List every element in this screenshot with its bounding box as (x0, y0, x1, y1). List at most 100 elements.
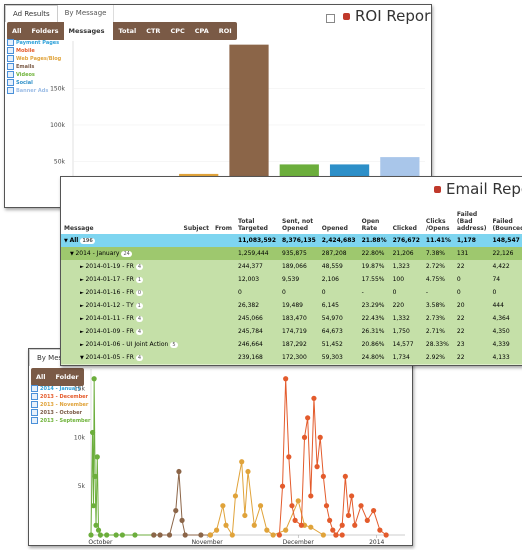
data-point[interactable] (339, 522, 345, 528)
metric-ctr-button[interactable]: CTR (146, 27, 161, 35)
column-header[interactable]: Opened (321, 225, 348, 232)
data-point[interactable] (92, 473, 98, 480)
data-point[interactable] (320, 532, 326, 538)
data-point[interactable] (97, 532, 104, 538)
data-point[interactable] (229, 532, 235, 538)
checkbox-icon[interactable] (31, 385, 38, 392)
data-point[interactable] (166, 532, 173, 538)
data-point[interactable] (182, 532, 188, 538)
column-header[interactable]: Total Targeted (238, 218, 268, 232)
checkbox-icon[interactable] (7, 71, 14, 78)
column-header[interactable]: Clicks /Opens (425, 218, 450, 232)
roi-legend-item[interactable]: Mobile (7, 47, 61, 55)
data-point[interactable] (298, 522, 304, 528)
data-point[interactable] (317, 434, 323, 440)
expand-toggle-icon[interactable]: ► (80, 277, 86, 283)
data-point[interactable] (179, 517, 185, 523)
table-row[interactable]: ► 2014-01-17 - FR 1 12,003 9,539 2,106 17.55%… (61, 273, 522, 286)
data-point[interactable] (308, 493, 314, 499)
filter-all-button[interactable]: All (12, 27, 22, 35)
data-point[interactable] (214, 527, 220, 533)
column-header[interactable]: Sent, not Opened (282, 218, 314, 232)
roi-legend-item[interactable]: Emails (7, 63, 61, 71)
expand-toggle-icon[interactable]: ► (80, 303, 86, 309)
data-point[interactable] (292, 517, 298, 523)
tab-by-message[interactable]: By Message (58, 5, 115, 22)
data-point[interactable] (157, 532, 163, 538)
column-header[interactable]: Message (64, 225, 94, 232)
data-point[interactable] (358, 503, 364, 509)
data-point[interactable] (220, 503, 226, 509)
data-point[interactable] (270, 532, 276, 538)
data-point[interactable] (239, 459, 245, 465)
column-header[interactable]: Failed (Bounced) (492, 218, 522, 232)
data-point[interactable] (198, 532, 204, 538)
data-point[interactable] (349, 493, 355, 499)
table-row[interactable]: ▼ All 196 11,083,592 8,376,135 2,424,683 21.8… (61, 234, 522, 247)
expand-toggle-icon[interactable]: ► (80, 329, 86, 335)
data-point[interactable] (342, 473, 348, 480)
expand-toggle-icon[interactable]: ▼ (70, 251, 76, 257)
line-filter-all-button[interactable]: All (36, 373, 46, 381)
checkbox-icon[interactable] (7, 39, 14, 46)
data-point[interactable] (91, 376, 97, 382)
line-filter-folder-button[interactable]: Folder (55, 373, 79, 381)
data-point[interactable] (113, 532, 119, 538)
data-point[interactable] (289, 503, 295, 509)
data-point[interactable] (151, 532, 157, 538)
line-legend-item[interactable]: 2014 - January (31, 385, 90, 393)
roi-legend-item[interactable]: Payment Pages (7, 39, 61, 47)
metric-roi-button[interactable]: ROI (218, 27, 232, 35)
data-point[interactable] (242, 512, 248, 519)
roi-legend-item[interactable]: Web Pages/Blog (7, 55, 61, 63)
data-point[interactable] (223, 522, 229, 528)
data-point[interactable] (314, 464, 320, 470)
filter-folders-button[interactable]: Folders (31, 27, 59, 35)
data-point[interactable] (257, 503, 264, 509)
data-point[interactable] (276, 532, 282, 538)
data-point[interactable] (90, 503, 97, 509)
expand-toggle-icon[interactable]: ► (80, 342, 86, 348)
line-legend-item[interactable]: 2013 - October (31, 409, 90, 417)
data-point[interactable] (323, 503, 330, 509)
data-point[interactable] (352, 522, 358, 528)
expand-toggle-icon[interactable]: ► (80, 290, 86, 296)
checkbox-icon[interactable] (7, 47, 14, 54)
table-row[interactable]: ► 2014-01-11 - FR 4 245,066 183,470 54,970 22… (61, 312, 522, 325)
metric-total-button[interactable]: Total (118, 27, 137, 35)
data-point[interactable] (283, 376, 289, 382)
data-point[interactable] (295, 498, 301, 504)
data-point[interactable] (283, 527, 289, 533)
data-point[interactable] (377, 527, 383, 533)
column-header[interactable]: Subject (183, 225, 209, 232)
checkbox-icon[interactable] (7, 79, 14, 86)
table-row[interactable]: ▼ 2014 - January 24 1,259,444 935,875 287,20… (61, 247, 522, 260)
data-point[interactable] (119, 532, 125, 538)
table-row[interactable]: ► Donors2 26,17018,5976,62025.30%3595.42%… (61, 364, 522, 365)
data-point[interactable] (279, 483, 286, 489)
data-point[interactable] (173, 507, 179, 514)
data-point[interactable] (88, 532, 94, 538)
line-legend-item[interactable]: 2013 - November (31, 401, 90, 409)
data-point[interactable] (245, 468, 251, 475)
data-point[interactable] (232, 493, 239, 499)
line-legend-item[interactable]: 2013 - December (31, 393, 90, 401)
data-point[interactable] (327, 517, 333, 523)
data-point[interactable] (364, 517, 370, 523)
data-point[interactable] (207, 532, 213, 538)
expand-toggle-icon[interactable]: ▼ (64, 238, 70, 244)
data-point[interactable] (308, 524, 314, 530)
column-header[interactable]: Clicked (392, 225, 417, 232)
data-point[interactable] (383, 532, 389, 538)
roi-legend-item[interactable]: Videos (7, 71, 61, 79)
checkbox-icon[interactable] (31, 401, 38, 408)
metric-cpc-button[interactable]: CPC (170, 27, 185, 35)
table-row[interactable]: ► 2014-01-09 - FR 4 245,784 174,719 64,673 26… (61, 325, 522, 338)
checkbox-icon[interactable] (7, 55, 14, 62)
data-point[interactable] (286, 454, 292, 460)
column-header[interactable]: Open Rate (361, 218, 380, 232)
expand-toggle-icon[interactable]: ► (80, 264, 86, 270)
checkbox-icon[interactable] (31, 409, 38, 416)
expand-toggle-icon[interactable]: ▼ (80, 355, 86, 361)
